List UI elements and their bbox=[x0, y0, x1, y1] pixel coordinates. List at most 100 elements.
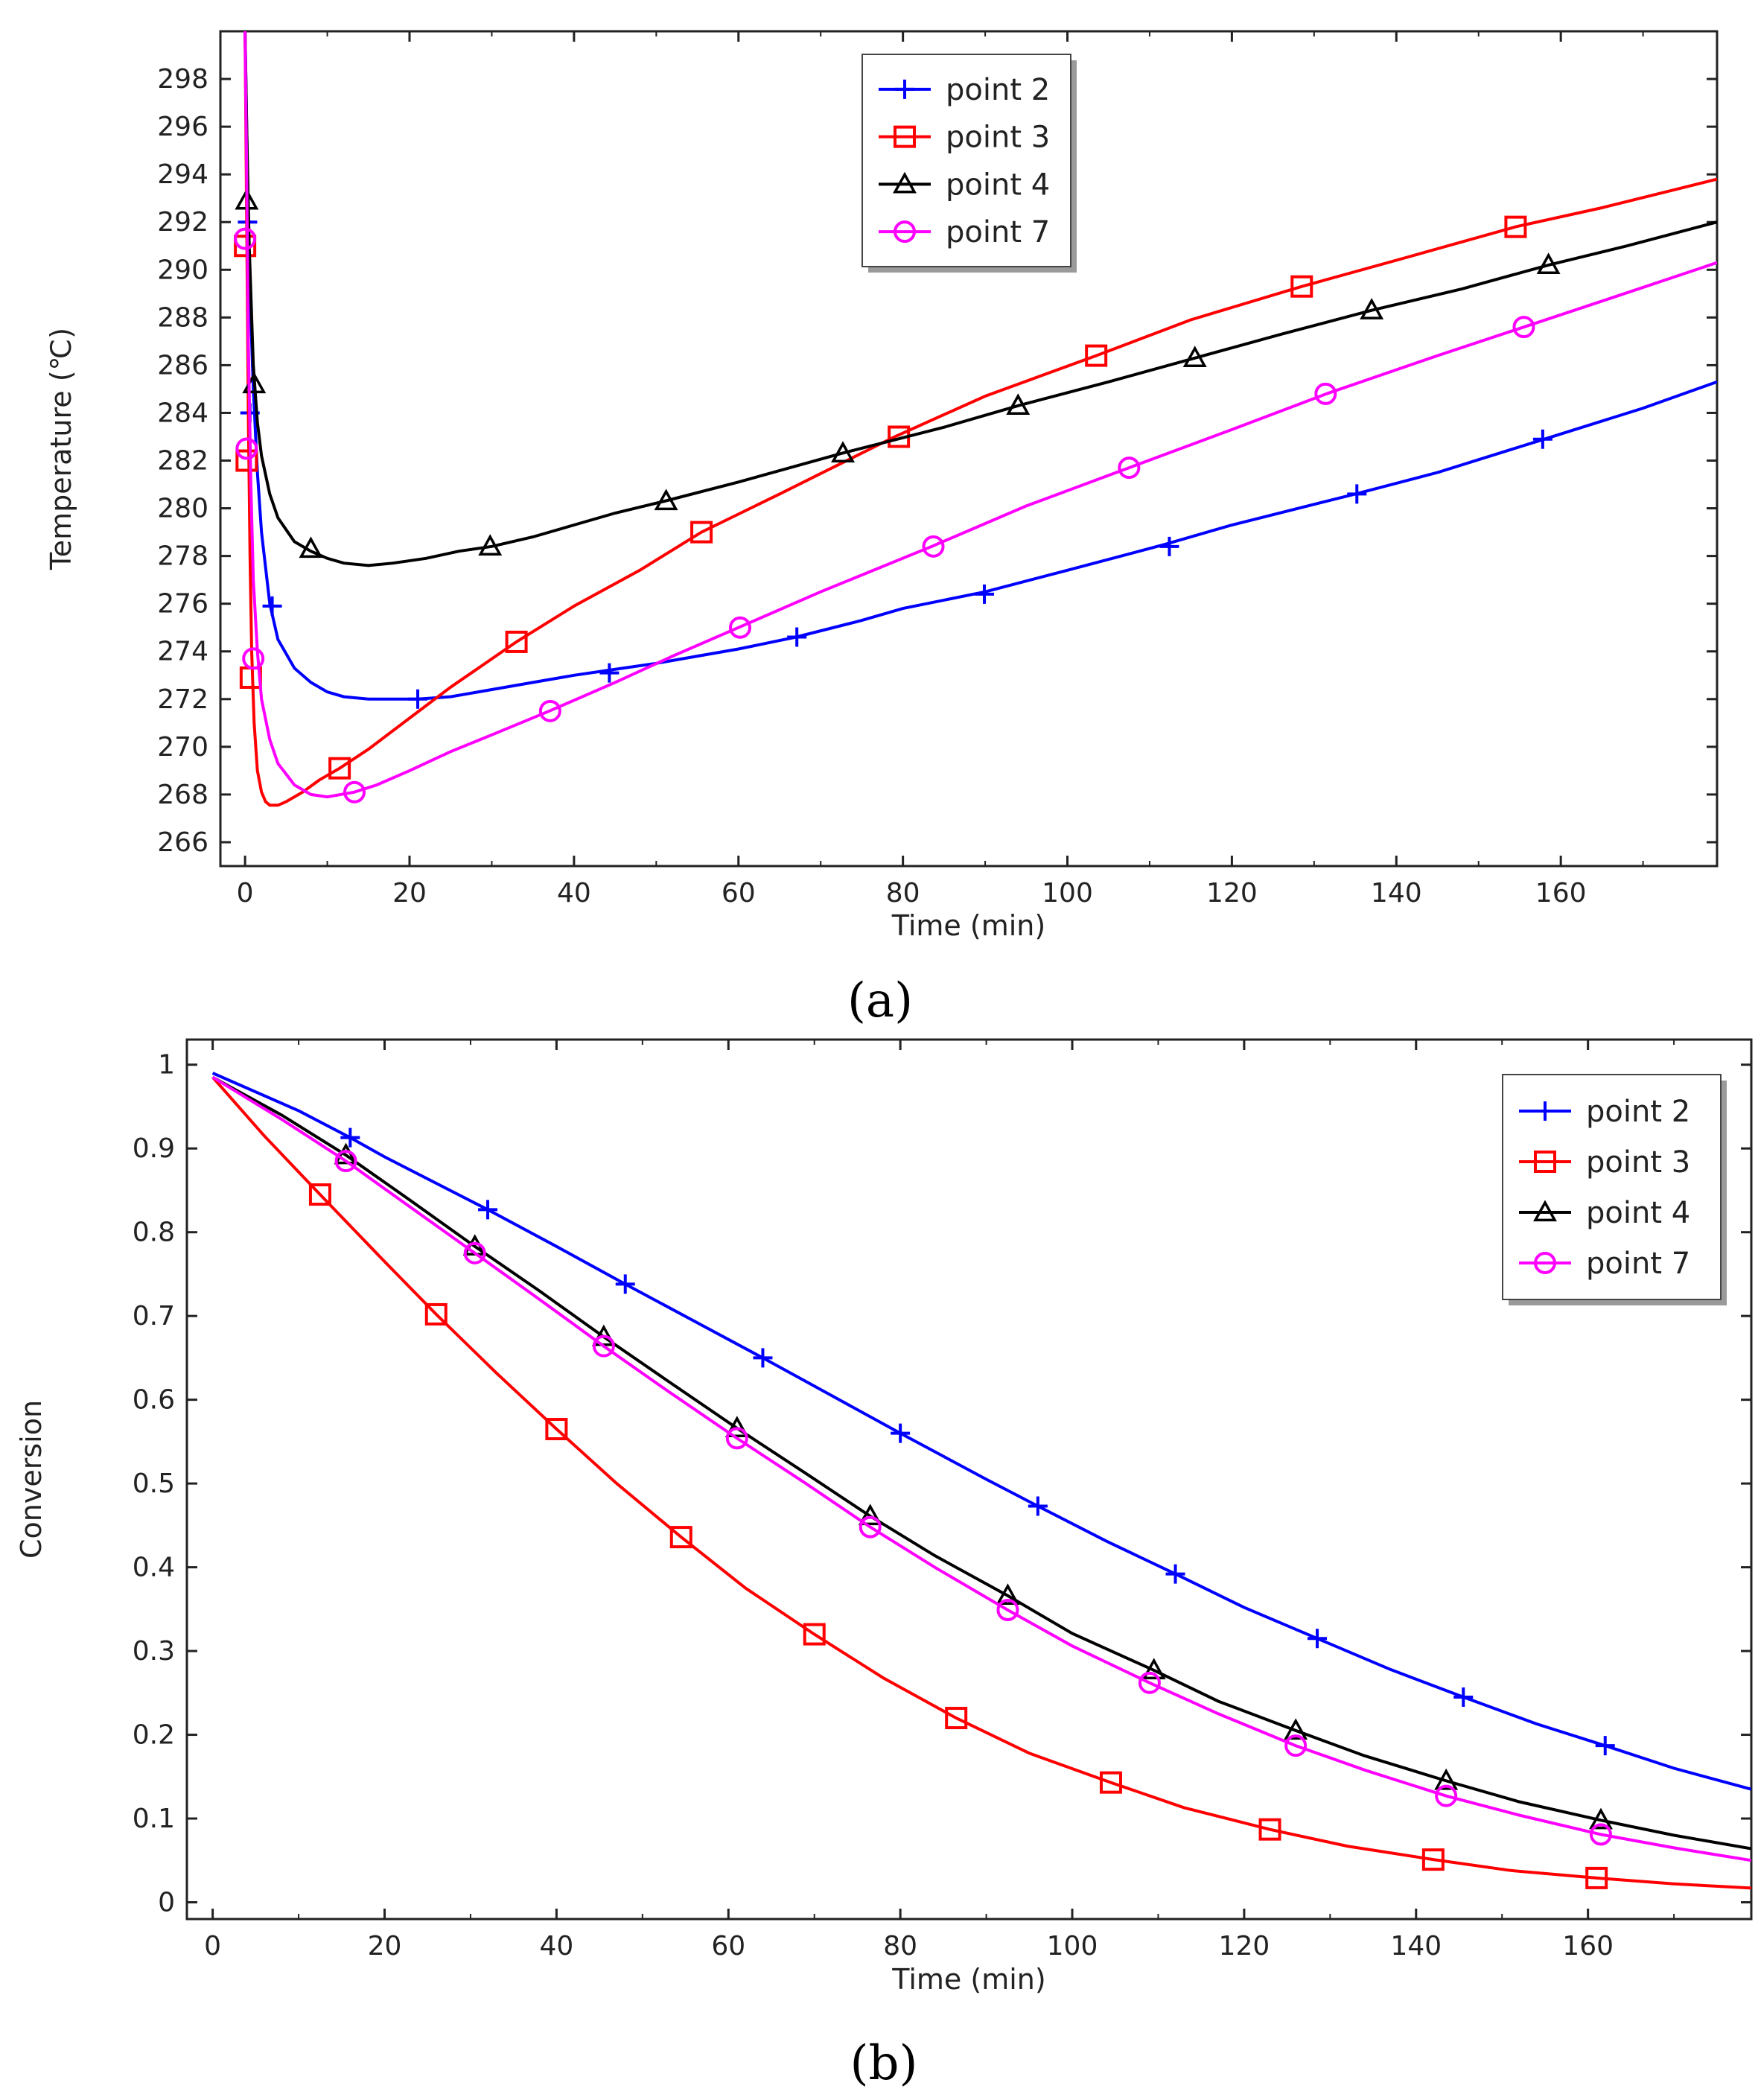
data-point-point-7 bbox=[1118, 456, 1141, 480]
x-tick-label: 40 bbox=[557, 878, 591, 909]
data-point-point-2 bbox=[1347, 484, 1367, 504]
data-point-point-4 bbox=[1284, 1718, 1308, 1740]
x-tick-label: 160 bbox=[1562, 1931, 1614, 1961]
series-line-point-3 bbox=[243, 31, 1717, 807]
data-point-point-2 bbox=[787, 627, 807, 647]
legend: point 2 point 3 point 4 point 7 bbox=[862, 54, 1077, 273]
y-tick-label: 288 bbox=[157, 302, 208, 333]
x-tick-label: 60 bbox=[711, 1931, 745, 1961]
x-tick-label: 120 bbox=[1219, 1931, 1270, 1961]
data-point-point-2 bbox=[974, 584, 994, 604]
y-tick-label: 290 bbox=[157, 255, 208, 285]
y-tick-label: 266 bbox=[157, 827, 208, 858]
data-point-point-2 bbox=[1308, 1629, 1328, 1649]
data-point-point-2 bbox=[891, 1423, 911, 1443]
data-point-point-7 bbox=[1284, 1734, 1308, 1757]
data-point-point-3 bbox=[1290, 275, 1313, 298]
y-tick-label: 0.4 bbox=[133, 1553, 175, 1583]
data-point-point-4 bbox=[478, 534, 503, 556]
y-tick-label: 270 bbox=[157, 732, 208, 763]
data-point-point-7 bbox=[1314, 382, 1337, 405]
legend-marker bbox=[1533, 1200, 1557, 1222]
data-point-point-4 bbox=[1182, 346, 1207, 367]
legend-item-point-3: point 3 bbox=[879, 121, 1050, 155]
y-tick-label: 0 bbox=[158, 1888, 175, 1918]
data-point-point-7 bbox=[463, 1241, 486, 1264]
data-point-point-4 bbox=[996, 1583, 1020, 1605]
y-tick-label: 272 bbox=[157, 684, 208, 715]
x-tick-label: 20 bbox=[392, 878, 427, 909]
data-point-point-2 bbox=[262, 596, 282, 616]
data-point-point-7 bbox=[538, 699, 561, 722]
data-point-point-3 bbox=[1585, 1866, 1608, 1889]
data-point-point-3 bbox=[945, 1707, 968, 1730]
legend-label: point 7 bbox=[946, 215, 1050, 249]
data-point-point-7 bbox=[996, 1598, 1019, 1621]
data-point-point-3 bbox=[235, 449, 258, 472]
legend-label: point 4 bbox=[1586, 1196, 1690, 1230]
y-tick-label: 292 bbox=[157, 207, 208, 238]
data-point-point-3 bbox=[803, 1623, 826, 1646]
data-point-point-2 bbox=[1159, 536, 1179, 556]
legend-item-point-7: point 7 bbox=[879, 215, 1050, 249]
legend-label: point 7 bbox=[1586, 1247, 1690, 1281]
y-tick-label: 282 bbox=[157, 446, 208, 477]
y-tick-label: 0.9 bbox=[133, 1133, 175, 1164]
data-point-point-4 bbox=[858, 1504, 882, 1526]
series-group bbox=[234, 31, 1717, 807]
x-axis-label: Time (min) bbox=[891, 1963, 1045, 1996]
data-point-point-3 bbox=[1085, 344, 1108, 367]
data-point-point-7 bbox=[1138, 1671, 1161, 1694]
legend-item-point-7: point 7 bbox=[1519, 1247, 1690, 1281]
plot-area bbox=[185, 1038, 1753, 1921]
data-point-point-2 bbox=[753, 1348, 773, 1368]
data-point-point-7 bbox=[725, 1427, 748, 1450]
legend-label: point 3 bbox=[1586, 1145, 1690, 1180]
data-point-point-7 bbox=[728, 616, 751, 639]
x-tick-label: 0 bbox=[204, 1931, 221, 1961]
data-point-point-2 bbox=[478, 1200, 498, 1220]
data-point-point-4 bbox=[299, 536, 323, 559]
y-tick-label: 280 bbox=[157, 494, 208, 524]
data-point-point-4 bbox=[654, 489, 678, 511]
chart-panel-b: 0 20 40 60 80 100 120 140 160 0 0.1 0.2 0.3 0.4 0.5 0.6… bbox=[15, 1038, 1753, 2091]
series-group bbox=[211, 1072, 1751, 1890]
legend-marker bbox=[894, 125, 916, 148]
data-point-point-4 bbox=[831, 441, 856, 463]
data-point-point-2 bbox=[1453, 1687, 1474, 1707]
data-point-point-2 bbox=[1028, 1496, 1048, 1516]
x-tick-label: 140 bbox=[1371, 878, 1422, 909]
x-tick-label: 40 bbox=[539, 1931, 573, 1961]
data-point-point-4 bbox=[1360, 298, 1384, 319]
data-point-point-2 bbox=[599, 663, 620, 683]
y-axis-label: Temperature (℃) bbox=[45, 328, 77, 570]
legend-marker bbox=[895, 79, 914, 99]
data-point-point-3 bbox=[308, 1183, 331, 1206]
x-tick-label: 160 bbox=[1535, 878, 1587, 909]
legend: point 2 point 3 point 4 point 7 bbox=[1502, 1074, 1727, 1305]
y-tick-label: 294 bbox=[157, 159, 208, 190]
data-point-point-3 bbox=[328, 757, 351, 780]
x-tick-label: 80 bbox=[886, 878, 920, 909]
legend-label: point 2 bbox=[1586, 1095, 1690, 1129]
series-line-point-7 bbox=[211, 1075, 1751, 1862]
data-point-point-3 bbox=[234, 235, 257, 258]
data-point-point-7 bbox=[334, 1150, 357, 1173]
x-tick-label: 100 bbox=[1047, 1931, 1098, 1961]
data-point-point-3 bbox=[669, 1526, 692, 1549]
x-tick-label: 120 bbox=[1206, 878, 1258, 909]
data-point-point-3 bbox=[1099, 1771, 1122, 1794]
legend-item-point-2: point 2 bbox=[1519, 1095, 1690, 1129]
legend-item-point-3: point 3 bbox=[1519, 1145, 1690, 1180]
y-tick-label: 298 bbox=[157, 64, 208, 95]
series-line-point-4 bbox=[243, 31, 1717, 567]
data-point-point-2 bbox=[408, 689, 428, 709]
data-point-point-2 bbox=[340, 1127, 360, 1148]
data-point-point-2 bbox=[615, 1274, 635, 1294]
data-point-point-7 bbox=[1589, 1823, 1612, 1846]
data-point-point-7 bbox=[922, 535, 945, 558]
y-tick-label: 0.2 bbox=[133, 1720, 175, 1751]
y-axis-label: Conversion bbox=[15, 1400, 48, 1559]
legend-marker bbox=[1535, 1101, 1555, 1121]
